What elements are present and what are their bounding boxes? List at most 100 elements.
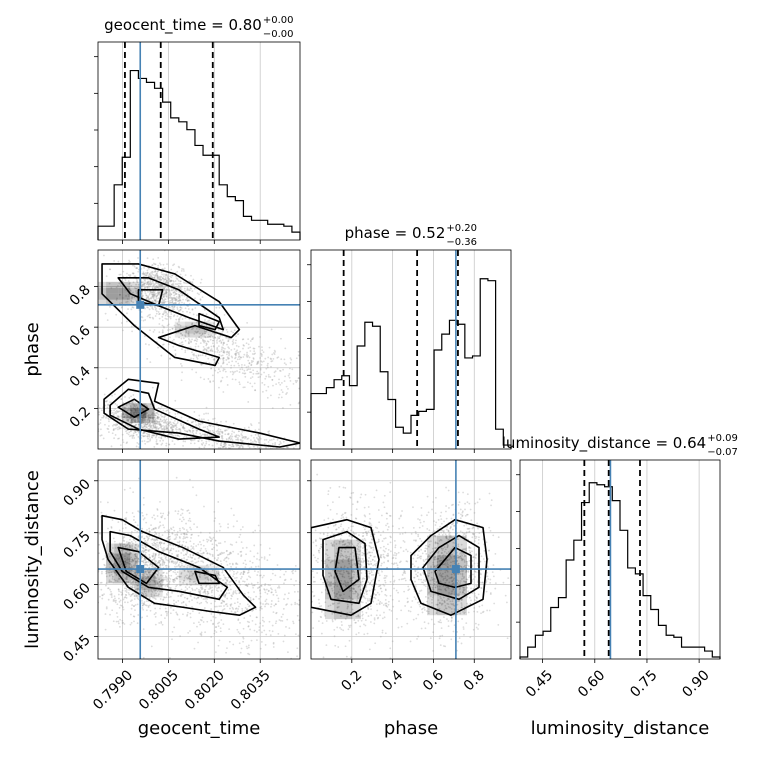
sample-point [180, 332, 182, 335]
sample-point [225, 556, 228, 559]
sample-point [247, 583, 250, 586]
sample-point [161, 578, 164, 581]
sample-point [158, 291, 161, 293]
sample-point [291, 570, 293, 573]
sample-point [156, 421, 159, 424]
sample-point [205, 585, 207, 588]
sample-point [204, 336, 207, 338]
sample-point [133, 583, 136, 586]
sample-point [172, 609, 175, 611]
sample-point [273, 604, 276, 607]
sample-point [131, 544, 133, 547]
sample-point [161, 302, 164, 304]
sample-point [196, 338, 199, 341]
sample-point [159, 423, 162, 425]
sample-point [235, 360, 237, 363]
sample-point [142, 656, 145, 659]
sample-point [213, 632, 216, 635]
sample-point [165, 556, 167, 558]
sample-point [211, 586, 214, 589]
sample-point [126, 558, 129, 561]
sample-point [217, 586, 220, 589]
sample-point [156, 515, 159, 517]
sample-point [90, 407, 92, 409]
sample-point [160, 420, 163, 423]
sample-point [273, 458, 275, 460]
sample-point [146, 315, 149, 318]
sample-point [147, 298, 150, 301]
sample-point [153, 277, 155, 280]
sample-point [132, 272, 135, 275]
sample-point [148, 434, 151, 437]
sample-point [122, 270, 125, 273]
sample-point [183, 429, 186, 432]
sample-point [268, 629, 271, 632]
sample-point [144, 545, 147, 548]
sample-point [119, 618, 121, 621]
sample-point [133, 605, 135, 607]
sample-point [150, 569, 153, 572]
sample-point [145, 573, 148, 576]
sample-point [150, 426, 153, 429]
sample-point [177, 421, 179, 423]
sample-point [231, 378, 234, 381]
sample-point [231, 435, 234, 438]
sample-point [137, 268, 140, 271]
sample-point [147, 589, 150, 592]
sample-point [149, 313, 151, 316]
sample-point [117, 410, 120, 413]
sample-point [182, 298, 184, 301]
sample-point [122, 275, 125, 278]
sample-point [209, 425, 212, 427]
sample-point [236, 571, 239, 574]
sample-point [197, 596, 200, 599]
sample-point [130, 420, 133, 423]
sample-point [279, 369, 281, 372]
sample-point [178, 297, 181, 300]
sample-point [137, 535, 140, 538]
sample-point [166, 612, 168, 615]
sample-point [174, 293, 177, 296]
sample-point [211, 356, 213, 358]
sample-point [126, 561, 129, 564]
sample-point [142, 435, 145, 438]
sample-point [176, 559, 179, 562]
sample-point [163, 517, 166, 520]
sample-point [260, 640, 263, 643]
sample-point [131, 330, 133, 333]
sample-point [107, 542, 109, 544]
sample-point [175, 289, 178, 292]
sample-point [226, 375, 228, 378]
sample-point [216, 348, 218, 350]
sample-point [173, 290, 176, 293]
sample-point [109, 588, 111, 591]
sample-point [177, 454, 179, 456]
sample-point [163, 302, 166, 304]
sample-point [260, 360, 263, 362]
sample-point [125, 541, 128, 543]
sample-point [260, 556, 263, 559]
sample-point [146, 357, 149, 360]
sample-point [185, 330, 188, 332]
sample-point [152, 417, 154, 420]
sample-point [170, 425, 173, 428]
sample-point [145, 513, 148, 516]
sample-point [148, 435, 151, 438]
sample-point [187, 342, 190, 344]
sample-point [149, 417, 152, 420]
sample-point [143, 267, 145, 269]
sample-point [164, 576, 167, 579]
sample-point [137, 418, 139, 421]
sample-point [144, 558, 147, 561]
sample-point [178, 317, 180, 320]
sample-point [141, 440, 144, 443]
sample-point [206, 576, 208, 579]
sample-point [267, 430, 270, 433]
sample-point [149, 574, 152, 577]
sample-point [169, 357, 171, 360]
sample-point [154, 282, 156, 285]
sample-point [211, 374, 214, 377]
sample-point [267, 584, 270, 586]
sample-point [104, 566, 107, 569]
sample-point [232, 422, 235, 425]
